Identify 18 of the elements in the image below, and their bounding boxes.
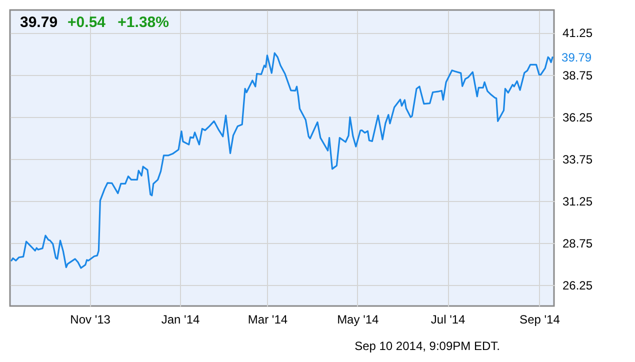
y-tick-label: 33.75 xyxy=(562,152,593,166)
y-tick-label: 31.25 xyxy=(562,194,593,208)
chart-title: 39.79 xyxy=(20,14,58,31)
x-tick-label: Sep '14 xyxy=(520,312,560,326)
x-tick-label: May '14 xyxy=(337,312,380,326)
annotation: 39.79 xyxy=(562,50,592,64)
y-tick-label: 28.75 xyxy=(562,236,593,250)
x-tick-label: Mar '14 xyxy=(248,312,288,326)
y-tick-label: 38.75 xyxy=(562,68,593,82)
chart-subtitle: +0.54 +1.38% xyxy=(68,14,169,31)
y-tick-label: 36.25 xyxy=(562,110,593,124)
text: Sep 10 2014, 9:09PM EDT. xyxy=(354,339,500,353)
line-series xyxy=(10,52,554,269)
y-tick-label: 41.25 xyxy=(562,26,593,40)
y-tick-label: 26.25 xyxy=(562,278,593,292)
x-tick-label: Jul '14 xyxy=(430,312,466,326)
x-tick-label: Jan '14 xyxy=(161,312,200,326)
x-tick-label: Nov '13 xyxy=(70,312,111,326)
